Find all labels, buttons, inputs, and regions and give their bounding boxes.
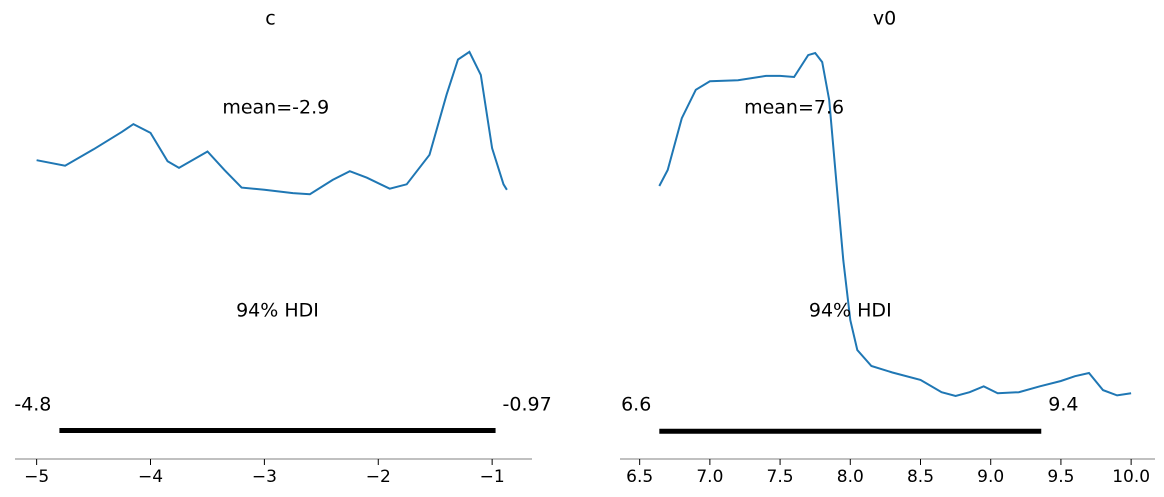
x-tick-label: 9.5 [1047,467,1074,487]
x-tick-label: 8.5 [907,467,934,487]
hdi-high: -0.97 [503,394,552,416]
panel-title: v0 [873,8,896,30]
x-tick-label: 7.0 [696,467,723,487]
hdi-label: 94% HDI [236,300,319,322]
x-tick-label: −2 [366,467,391,487]
mean-label: mean=7.6 [744,97,844,119]
x-tick-label: −5 [24,467,49,487]
density-line [658,51,1132,398]
hdi-label: 94% HDI [809,300,892,322]
x-tick-label: 6.5 [626,467,653,487]
x-tick-label: −3 [252,467,277,487]
hdi-low: 6.6 [621,394,651,416]
x-tick-label: 10.0 [1112,467,1150,487]
density-line [36,50,508,196]
hdi-low: -4.8 [14,394,51,416]
x-tick-label: 8.0 [837,467,864,487]
x-tick-label: 7.5 [767,467,794,487]
hdi-high: 9.4 [1048,394,1078,416]
mean-label: mean=-2.9 [222,97,329,119]
panel-title: c [265,8,275,30]
x-tick-label: −1 [480,467,505,487]
x-tick-label: −4 [138,467,163,487]
x-tick-label: 9.0 [977,467,1004,487]
